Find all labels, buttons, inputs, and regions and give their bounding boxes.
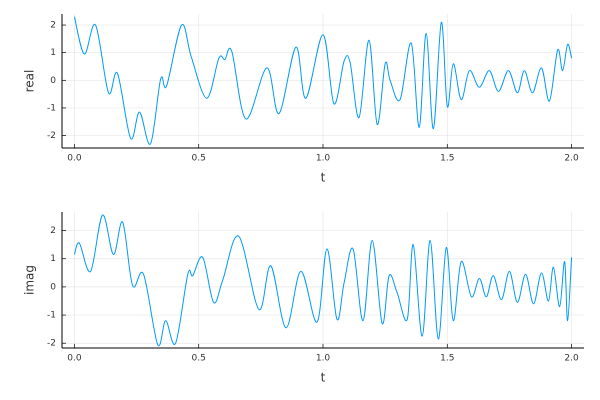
x-tick-label: 0.5 [192,354,206,364]
x-tick-label: 2.0 [564,354,579,364]
data-line [73,214,573,347]
y-tick-label: -2 [47,131,56,141]
x-tick-label: 1.0 [316,154,331,164]
y-tick-label: -2 [47,339,56,349]
x-tick-label: 0.0 [67,154,82,164]
y-tick-label: 2 [50,226,56,236]
x-axis-label: t [321,171,326,185]
y-tick-label: -1 [47,103,56,113]
x-tick-label: 1.0 [316,354,331,364]
y-tick-label: 2 [50,21,56,31]
x-axis-label: t [321,371,326,385]
x-tick-label: 0.0 [67,354,82,364]
y-tick-label: -1 [47,311,56,321]
data-line [73,16,573,145]
y-axis-label: real [23,70,37,93]
y-tick-label: 1 [50,254,56,264]
y-tick-label: 1 [50,48,56,58]
x-tick-label: 2.0 [564,154,579,164]
x-tick-label: 1.5 [440,354,454,364]
y-tick-label: 0 [50,282,56,292]
y-axis-label: imag [23,265,37,295]
y-tick-label: 0 [50,76,56,86]
x-tick-label: 1.5 [440,154,454,164]
x-tick-label: 0.5 [192,154,206,164]
